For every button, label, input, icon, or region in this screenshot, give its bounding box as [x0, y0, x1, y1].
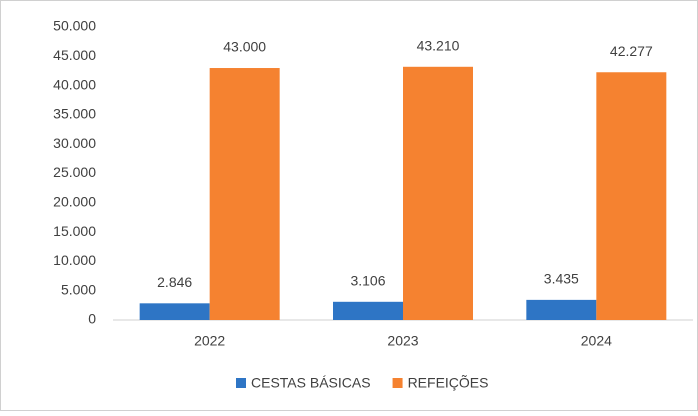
bar	[403, 66, 473, 320]
y-tick-label: 30.000	[53, 135, 96, 151]
bar	[333, 301, 403, 320]
bar	[596, 72, 667, 321]
bar	[526, 299, 597, 320]
legend-label: REFEIÇÕES	[408, 375, 489, 391]
x-tick-label: 2023	[387, 333, 418, 349]
legend-swatch	[392, 378, 403, 388]
y-tick-label: 35.000	[53, 106, 96, 122]
value-label: 3.106	[350, 273, 385, 289]
value-label: 43.000	[223, 39, 266, 55]
y-tick-label: 25.000	[53, 164, 96, 180]
y-tick-label: 10.000	[53, 252, 96, 268]
value-label: 42.277	[610, 43, 653, 59]
x-tick-label: 2022	[194, 333, 225, 349]
legend-label: CESTAS BÁSICAS	[251, 375, 371, 391]
value-label: 43.210	[417, 37, 460, 53]
x-tick-label: 2024	[581, 333, 612, 349]
y-tick-label: 5.000	[61, 281, 96, 297]
value-label: 3.435	[544, 271, 579, 287]
bar	[209, 68, 280, 321]
y-tick-label: 45.000	[53, 47, 96, 63]
y-tick-label: 15.000	[53, 223, 96, 239]
value-label: 2.846	[157, 274, 192, 290]
y-tick-label: 0	[88, 311, 96, 327]
legend-swatch	[236, 378, 246, 388]
y-tick-label: 50.000	[53, 18, 96, 34]
bar	[139, 303, 210, 320]
y-tick-label: 40.000	[53, 76, 96, 92]
y-tick-label: 20.000	[53, 194, 96, 210]
